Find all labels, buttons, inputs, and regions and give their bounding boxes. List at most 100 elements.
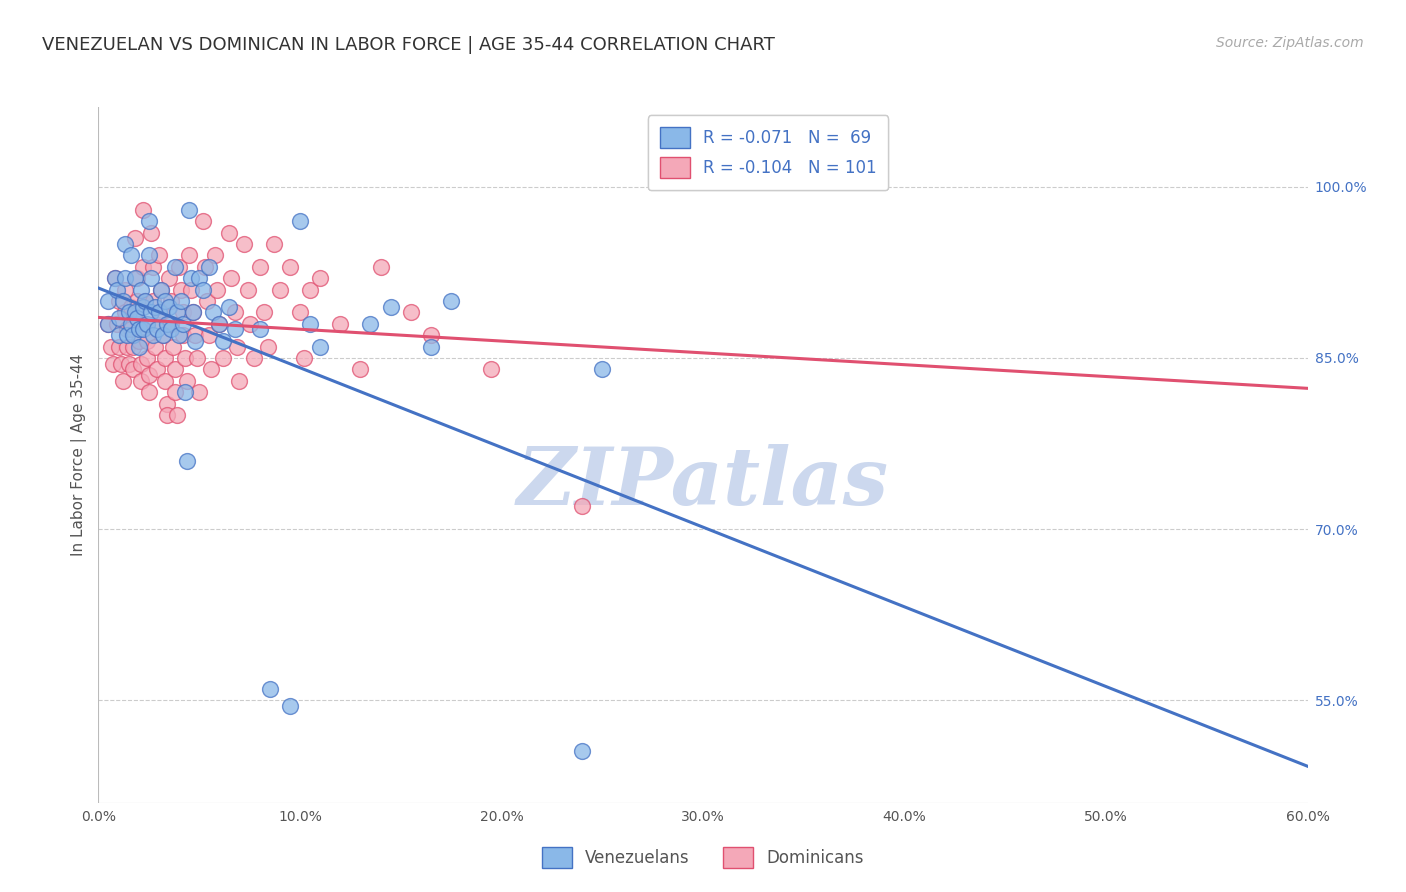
Point (115, 328, 138, 343)
Point (174, 385, 197, 400)
Point (143, 340, 166, 354)
Point (198, 328, 221, 343)
Point (184, 328, 207, 343)
Point (121, 328, 143, 343)
Point (278, 698, 301, 713)
Point (591, 362, 613, 376)
Point (138, 248, 160, 262)
Point (128, 340, 150, 354)
Point (120, 248, 142, 262)
Point (180, 271, 202, 285)
Point (195, 293, 218, 308)
Point (179, 248, 201, 262)
Point (172, 328, 194, 343)
Text: VENEZUELAN VS DOMINICAN IN LABOR FORCE | AGE 35-44 CORRELATION CHART: VENEZUELAN VS DOMINICAN IN LABOR FORCE |… (42, 36, 775, 54)
Point (124, 231, 146, 245)
Point (212, 351, 235, 365)
Point (138, 385, 160, 400)
Point (152, 328, 174, 343)
Point (132, 300, 155, 314)
Point (181, 305, 204, 319)
Point (349, 362, 371, 376)
Point (129, 283, 152, 297)
Point (134, 317, 156, 331)
Point (188, 385, 211, 400)
Point (114, 305, 136, 319)
Point (193, 283, 215, 297)
Point (97, 317, 120, 331)
Point (125, 311, 148, 326)
Point (153, 351, 176, 365)
Point (200, 362, 222, 376)
Point (132, 202, 155, 217)
Legend: Venezuelans, Dominicans: Venezuelans, Dominicans (536, 840, 870, 875)
Point (142, 260, 165, 274)
Point (97, 293, 120, 308)
Point (135, 317, 157, 331)
Point (97, 317, 120, 331)
Point (440, 293, 463, 308)
Point (249, 260, 271, 274)
Point (100, 340, 122, 354)
Point (420, 328, 443, 343)
Point (103, 271, 125, 285)
Point (239, 317, 262, 331)
Point (125, 271, 148, 285)
Point (105, 283, 128, 297)
Point (181, 305, 204, 319)
Point (259, 681, 281, 696)
Point (111, 293, 134, 308)
Text: ZIPatlas: ZIPatlas (517, 444, 889, 522)
Point (224, 322, 246, 336)
Point (152, 328, 174, 343)
Point (105, 317, 128, 331)
Point (148, 305, 170, 319)
Point (212, 334, 235, 348)
Point (170, 283, 193, 297)
Point (149, 305, 172, 319)
Point (134, 293, 156, 308)
Point (160, 317, 183, 331)
Point (110, 357, 132, 371)
Point (236, 283, 259, 297)
Point (149, 283, 172, 297)
Point (194, 260, 217, 274)
Point (188, 271, 211, 285)
Point (157, 300, 180, 314)
Point (128, 322, 150, 336)
Point (380, 300, 402, 314)
Y-axis label: In Labor Force | Age 35-44: In Labor Force | Age 35-44 (72, 354, 87, 556)
Point (120, 317, 142, 331)
Point (179, 202, 201, 217)
Point (121, 340, 143, 354)
Point (101, 357, 124, 371)
Point (132, 260, 155, 274)
Point (139, 226, 162, 240)
Point (129, 374, 152, 388)
Point (207, 283, 229, 297)
Point (138, 368, 160, 382)
Point (160, 322, 183, 336)
Point (329, 317, 352, 331)
Point (138, 214, 160, 228)
Point (167, 328, 190, 343)
Point (292, 351, 315, 365)
Point (180, 283, 202, 297)
Point (184, 334, 207, 348)
Point (193, 214, 215, 228)
Point (125, 293, 148, 308)
Point (160, 293, 183, 308)
Point (132, 322, 155, 336)
Point (157, 271, 180, 285)
Point (146, 322, 169, 336)
Point (208, 317, 231, 331)
Point (176, 453, 198, 467)
Point (256, 340, 278, 354)
Point (269, 283, 291, 297)
Point (163, 362, 186, 376)
Point (143, 317, 166, 331)
Point (571, 500, 593, 514)
Point (163, 385, 186, 400)
Point (115, 322, 138, 336)
Point (218, 300, 240, 314)
